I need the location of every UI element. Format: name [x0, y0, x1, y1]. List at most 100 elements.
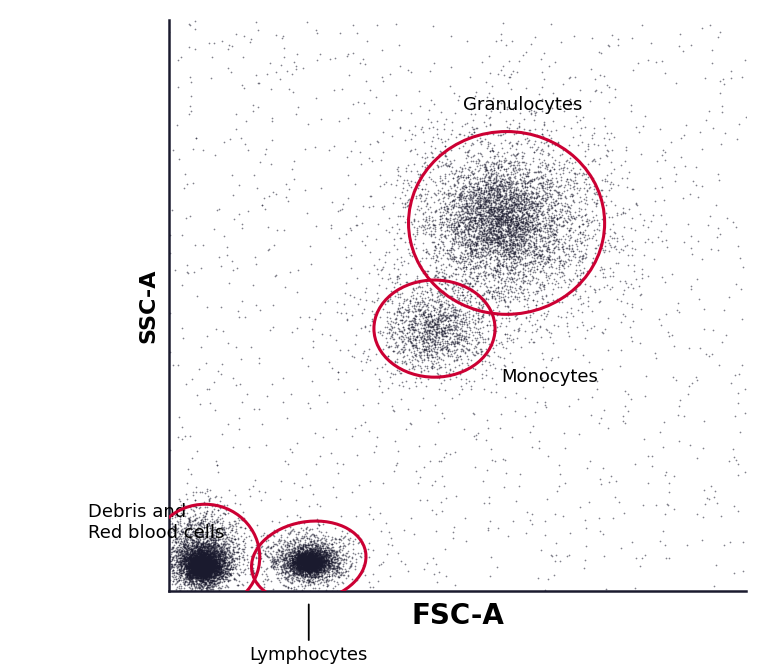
- Point: [418, 320, 430, 331]
- Point: [464, 267, 477, 278]
- Point: [558, 428, 570, 439]
- Point: [557, 216, 569, 227]
- Point: [617, 233, 629, 244]
- Point: [304, 556, 316, 567]
- Point: [498, 236, 511, 247]
- Point: [458, 221, 471, 232]
- Point: [493, 179, 505, 190]
- Point: [190, 529, 202, 540]
- Point: [524, 211, 537, 222]
- Point: [413, 337, 425, 347]
- Point: [196, 552, 208, 562]
- Point: [444, 291, 457, 302]
- Point: [587, 212, 599, 222]
- Point: [275, 548, 288, 559]
- Point: [448, 325, 461, 335]
- Point: [184, 550, 196, 560]
- Point: [212, 529, 225, 540]
- Point: [304, 564, 316, 575]
- Point: [335, 553, 347, 564]
- Point: [194, 556, 206, 566]
- Point: [301, 559, 314, 570]
- Point: [201, 563, 214, 574]
- Point: [313, 560, 325, 571]
- Point: [205, 559, 217, 570]
- Point: [208, 558, 221, 569]
- Point: [321, 545, 334, 556]
- Point: [529, 407, 541, 417]
- Point: [205, 521, 217, 532]
- Point: [313, 558, 325, 569]
- Point: [416, 183, 428, 194]
- Point: [304, 537, 316, 548]
- Point: [492, 233, 504, 243]
- Point: [498, 157, 510, 167]
- Point: [305, 565, 318, 576]
- Point: [311, 550, 323, 560]
- Point: [564, 259, 576, 269]
- Point: [500, 239, 512, 250]
- Point: [165, 548, 177, 559]
- Point: [198, 513, 211, 524]
- Point: [414, 405, 427, 415]
- Point: [219, 539, 231, 550]
- Point: [189, 524, 201, 535]
- Point: [196, 565, 208, 576]
- Point: [164, 307, 176, 318]
- Point: [468, 206, 481, 216]
- Point: [209, 518, 221, 529]
- Point: [449, 187, 461, 198]
- Point: [581, 252, 593, 263]
- Point: [523, 278, 535, 288]
- Point: [561, 174, 573, 185]
- Point: [476, 202, 488, 213]
- Point: [198, 568, 211, 579]
- Point: [581, 240, 593, 251]
- Point: [294, 563, 306, 574]
- Point: [310, 558, 322, 569]
- Point: [427, 300, 439, 311]
- Point: [258, 528, 270, 538]
- Point: [490, 265, 502, 276]
- Point: [200, 570, 212, 581]
- Point: [505, 290, 518, 301]
- Point: [228, 548, 241, 559]
- Point: [298, 559, 311, 570]
- Point: [620, 278, 632, 289]
- Point: [305, 553, 317, 564]
- Point: [511, 239, 524, 249]
- Point: [388, 259, 400, 269]
- Point: [301, 556, 313, 567]
- Point: [194, 523, 206, 534]
- Point: [193, 562, 205, 573]
- Point: [196, 560, 208, 571]
- Point: [294, 560, 306, 571]
- Point: [195, 561, 208, 572]
- Point: [488, 190, 500, 200]
- Point: [260, 439, 272, 450]
- Point: [311, 555, 324, 566]
- Point: [288, 544, 301, 555]
- Point: [221, 541, 234, 552]
- Point: [201, 538, 214, 549]
- Point: [191, 556, 203, 566]
- Point: [464, 212, 477, 222]
- Point: [190, 560, 202, 571]
- Point: [179, 533, 191, 544]
- Point: [212, 523, 225, 534]
- Point: [421, 280, 433, 291]
- Point: [163, 557, 175, 568]
- Point: [567, 196, 579, 207]
- Point: [197, 564, 209, 575]
- Point: [211, 569, 224, 579]
- Point: [392, 446, 404, 456]
- Point: [563, 401, 575, 411]
- Point: [192, 568, 205, 579]
- Point: [204, 545, 216, 556]
- Point: [289, 556, 301, 567]
- Point: [443, 169, 455, 179]
- Point: [193, 560, 205, 571]
- Point: [316, 560, 328, 571]
- Point: [564, 274, 577, 285]
- Point: [468, 245, 481, 255]
